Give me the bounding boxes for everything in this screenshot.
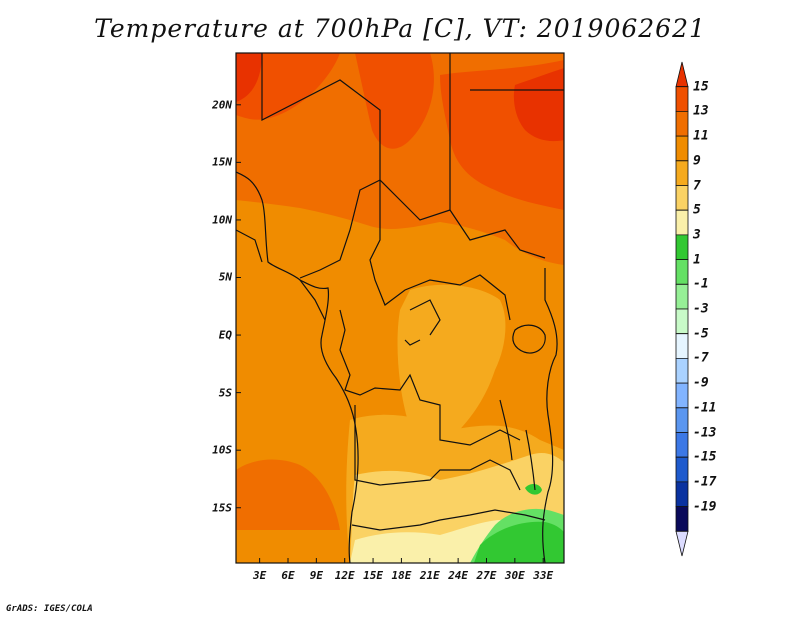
field-15C-northwest — [236, 53, 262, 102]
colorbar-label: -7 — [693, 350, 709, 366]
lon-tick-label: 18E — [391, 569, 412, 582]
colorbar-label: -9 — [693, 375, 709, 391]
colorbar-swatch — [675, 382, 689, 409]
colorbar-label: 11 — [693, 128, 709, 144]
coastline — [236, 171, 359, 563]
lat-tick-label: 15N — [212, 155, 232, 169]
colorbar-swatch — [675, 308, 689, 335]
lat-ticks — [236, 104, 241, 509]
colorbar-swatch — [675, 333, 689, 359]
temperature-field — [236, 53, 564, 563]
border-segments — [261, 53, 381, 279]
colorbar-label: 7 — [693, 178, 701, 193]
map-frame — [235, 52, 565, 564]
colorbar-swatch — [675, 111, 689, 137]
colorbar-swatch — [675, 61, 689, 88]
colorbar-label: 5 — [693, 202, 701, 218]
colorbar-label: 13 — [693, 103, 709, 119]
field-1C-southeast-spot — [525, 484, 542, 495]
colorbar-swatch — [675, 358, 689, 384]
lake-victoria — [512, 324, 546, 354]
lon-tick-label: 15E — [363, 569, 383, 582]
grads-credit: GrADS: IGES/COLA — [6, 604, 93, 614]
field-7C-central — [397, 284, 506, 444]
colorbar-label: -13 — [693, 425, 717, 440]
colorbar-label: -17 — [693, 474, 717, 490]
country-borders — [236, 53, 564, 563]
lat-tick-label: 5N — [218, 270, 232, 284]
colorbar-swatch — [675, 185, 689, 211]
lake-tanganyika — [499, 399, 513, 461]
colorbar-swatch — [675, 456, 689, 483]
field-3C-southeast — [474, 521, 564, 563]
coastline-east — [542, 268, 558, 563]
lake-malawi — [525, 429, 536, 491]
colorbar-swatch — [675, 234, 689, 260]
lon-tick-label: 30E — [504, 569, 525, 582]
colorbar-label: 15 — [693, 79, 709, 95]
colorbar-label: -19 — [693, 499, 717, 515]
lon-tick-label: 9E — [309, 569, 323, 582]
colorbar-swatch — [675, 86, 689, 112]
lon-tick-label: 12E — [334, 569, 355, 582]
colorbar-label: -1 — [693, 276, 709, 292]
colorbar-label: -11 — [693, 400, 717, 416]
lon-tick-label: 24E — [448, 569, 469, 582]
lon-tick-label: 27E — [476, 569, 497, 582]
colorbar-label: -15 — [693, 449, 717, 465]
lon-tick-label: 33E — [533, 569, 554, 582]
lat-tick-label: 5S — [218, 386, 232, 400]
colorbar-swatch — [675, 259, 689, 285]
colorbar-label: 9 — [693, 153, 701, 169]
colorbar-swatch — [675, 283, 689, 310]
chart-title: Temperature at 700hPa [C], VT: 201906262… — [94, 14, 706, 43]
lat-tick-label: 10N — [212, 213, 232, 227]
lon-tick-label: 3E — [253, 569, 267, 582]
lat-tick-label: 20N — [212, 98, 232, 112]
lat-tick-label: 15S — [212, 501, 232, 515]
colorbar-swatch — [675, 432, 689, 458]
colorbar-swatch — [675, 135, 689, 162]
lon-tick-label: 21E — [419, 569, 440, 582]
colorbar-label: 1 — [693, 252, 701, 268]
field-13C-north — [355, 53, 434, 149]
lat-tick-label: EQ — [218, 328, 232, 342]
colorbar-swatch — [675, 506, 689, 532]
colorbar-swatch — [675, 407, 689, 433]
field-15C-northeast — [513, 68, 564, 142]
colorbar-swatch — [675, 481, 689, 507]
lon-tick-label: 6E — [281, 569, 295, 582]
colorbar — [675, 61, 689, 557]
colorbar-label: -3 — [693, 301, 709, 317]
lat-tick-label: 10S — [212, 443, 232, 457]
colorbar-swatch — [675, 160, 689, 186]
field-11C-southwest — [236, 459, 340, 530]
colorbar-swatch — [675, 209, 689, 236]
colorbar-label: 3 — [693, 227, 701, 243]
colorbar-swatch — [675, 530, 689, 557]
colorbar-label: -5 — [693, 326, 709, 342]
lon-ticks — [259, 558, 544, 563]
